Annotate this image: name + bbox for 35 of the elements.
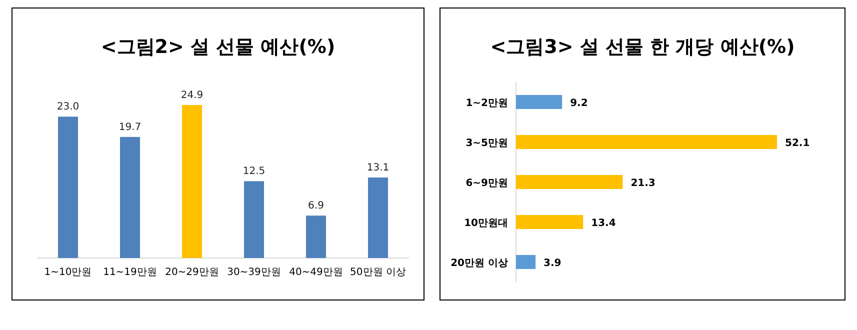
data-label: 12.5 xyxy=(242,166,266,178)
x-tick-label: 1~10만원 xyxy=(44,267,92,278)
data-label: 9.2 xyxy=(570,98,588,109)
data-label: 19.7 xyxy=(118,122,142,133)
data-label: 52.1 xyxy=(785,138,810,149)
data-label: 3.9 xyxy=(544,258,562,269)
y-tick-label: 1~2만원 xyxy=(466,98,508,109)
y-tick-label: 6~9만원 xyxy=(466,178,508,189)
bar xyxy=(306,216,326,258)
data-label: 23.0 xyxy=(56,102,80,113)
x-tick-label: 50만원 이상 xyxy=(350,267,406,278)
bar xyxy=(120,136,140,258)
bar xyxy=(58,116,78,258)
bar xyxy=(516,255,536,269)
bar xyxy=(182,105,202,258)
x-tick-label: 40~49만원 xyxy=(289,267,343,278)
chart-title: <그림2> 설 선물 예산(%) xyxy=(100,36,336,58)
x-tick-label: 20~29만원 xyxy=(165,267,219,278)
data-label: 13.1 xyxy=(366,162,390,174)
data-label: 13.4 xyxy=(591,218,616,229)
bar xyxy=(516,135,777,149)
bar xyxy=(516,95,562,109)
bar xyxy=(244,181,264,258)
data-label: 21.3 xyxy=(630,178,656,189)
y-tick-label: 20만원 이상 xyxy=(450,258,508,269)
x-tick-label: 30~39만원 xyxy=(227,267,281,278)
y-tick-label: 10만원대 xyxy=(464,218,508,229)
bar xyxy=(368,178,388,258)
data-label: 6.9 xyxy=(308,200,324,212)
data-label: 24.9 xyxy=(180,90,204,101)
chart-title: <그림3> 설 선물 한 개당 예산(%) xyxy=(490,36,795,58)
x-tick-label: 11~19만원 xyxy=(103,267,157,278)
bar xyxy=(516,215,584,229)
bar xyxy=(516,175,623,189)
y-tick-label: 3~5만원 xyxy=(466,138,508,149)
